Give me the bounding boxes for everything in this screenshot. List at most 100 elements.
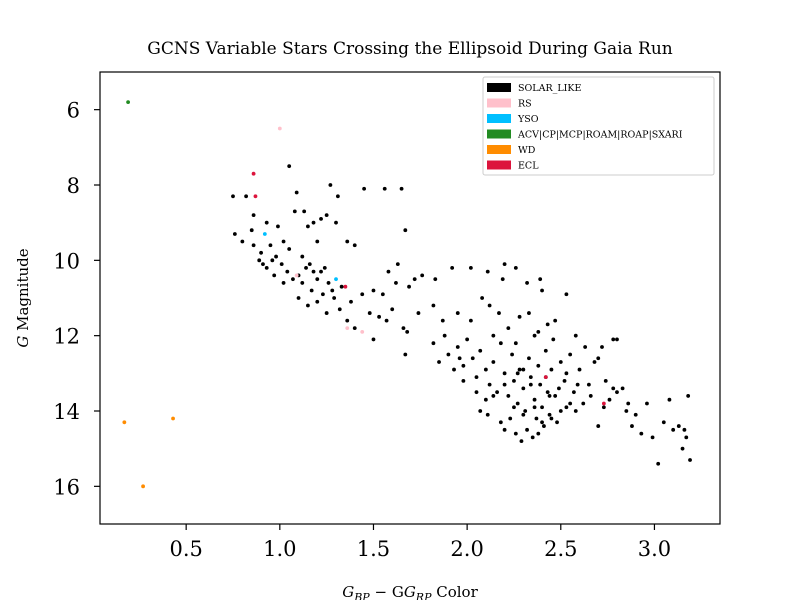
point-solar-like: [330, 288, 335, 293]
point-solar-like: [515, 371, 520, 376]
point-solar-like: [686, 394, 691, 398]
y-tick-label: 8: [67, 174, 80, 198]
point-yso: [334, 277, 338, 282]
point-solar-like: [251, 213, 256, 218]
legend-label: RS: [518, 99, 532, 110]
point-solar-like: [568, 401, 573, 406]
point-solar-like: [538, 277, 543, 282]
point-solar-like: [491, 394, 496, 398]
point-solar-like: [527, 311, 531, 315]
point-solar-like: [292, 209, 297, 214]
point-solar-like: [549, 416, 554, 421]
point-solar-like: [468, 265, 473, 270]
point-solar-like: [440, 318, 445, 323]
point-solar-like: [684, 435, 689, 440]
point-solar-like: [521, 412, 526, 417]
point-ecl: [601, 401, 606, 406]
point-solar-like: [538, 382, 543, 387]
point-solar-like: [326, 281, 331, 285]
point-solar-like: [377, 314, 381, 319]
point-solar-like: [545, 390, 550, 395]
point-solar-like: [249, 228, 254, 233]
point-solar-like: [403, 352, 408, 357]
point-solar-like: [517, 367, 522, 372]
point-solar-like: [564, 292, 569, 297]
point-solar-like: [452, 367, 456, 372]
point-solar-like: [474, 375, 479, 379]
point-solar-like: [547, 394, 552, 398]
point-solar-like: [557, 386, 561, 391]
point-rs: [277, 126, 282, 131]
point-solar-like: [416, 311, 421, 315]
y-axis-label: G Magnitude: [14, 248, 32, 347]
point-solar-like: [268, 243, 273, 248]
point-solar-like: [525, 281, 529, 285]
point-solar-like: [287, 164, 292, 169]
point-solar-like: [335, 194, 340, 199]
series-ecl: [251, 171, 606, 406]
point-solar-like: [311, 220, 316, 225]
point-solar-like: [536, 330, 541, 334]
point-solar-like: [596, 424, 601, 428]
point-ecl: [251, 171, 256, 176]
point-solar-like: [394, 281, 398, 285]
legend-label: ACV|CP|MCP|ROAM|ROAP|SXARI: [517, 130, 683, 141]
point-solar-like: [264, 220, 269, 225]
point-solar-like: [386, 269, 391, 274]
legend-frame: [482, 76, 715, 176]
point-solar-like: [294, 190, 299, 195]
point-solar-like: [558, 409, 563, 413]
point-solar-like: [562, 378, 567, 383]
point-solar-like: [564, 371, 569, 376]
point-solar-like: [506, 326, 511, 331]
y-tick-label: 16: [53, 475, 80, 499]
point-solar-like: [532, 333, 537, 338]
point-solar-like: [611, 337, 616, 342]
chart-title: GCNS Variable Stars Crossing the Ellipso…: [147, 39, 673, 59]
point-solar-like: [532, 405, 537, 410]
data-points: [122, 100, 692, 489]
point-solar-like: [300, 281, 305, 285]
series-acv-cp-mcp-roam-roap-sxari: [126, 100, 130, 105]
point-solar-like: [352, 326, 357, 331]
point-solar-like: [401, 326, 406, 331]
point-solar-like: [231, 194, 235, 199]
y-tick-label: 10: [53, 249, 80, 273]
point-solar-like: [633, 412, 638, 417]
point-solar-like: [510, 352, 514, 357]
point-ecl: [343, 284, 348, 289]
point-solar-like: [478, 409, 483, 413]
point-solar-like: [588, 394, 593, 398]
point-solar-like: [513, 431, 518, 436]
legend-swatch: [487, 160, 511, 170]
point-solar-like: [545, 322, 550, 327]
point-solar-like: [536, 363, 541, 368]
point-solar-like: [450, 265, 455, 270]
y-tick-label: 12: [53, 325, 80, 349]
point-solar-like: [244, 194, 249, 199]
x-tick-label: 2.0: [450, 537, 483, 561]
legend-swatch: [487, 114, 511, 123]
legend-swatch: [487, 83, 511, 92]
point-solar-like: [232, 232, 237, 236]
point-solar-like: [272, 273, 277, 278]
point-solar-like: [603, 378, 608, 383]
tick-layer: 0.5 1.0 1.5 2.0 2.5 3.0 6 8 10 12 14 16: [53, 99, 671, 561]
point-solar-like: [437, 360, 441, 364]
legend-label: ECL: [518, 161, 539, 172]
point-solar-like: [680, 446, 685, 451]
point-solar-like: [525, 427, 529, 432]
point-solar-like: [257, 258, 262, 263]
x-tick-label: 1.5: [357, 537, 390, 561]
point-solar-like: [264, 265, 269, 270]
point-solar-like: [551, 337, 556, 342]
x-tick-label: 1.0: [263, 537, 296, 561]
point-rs: [360, 330, 365, 334]
point-solar-like: [521, 386, 526, 391]
point-solar-like: [371, 337, 376, 342]
point-solar-like: [508, 416, 513, 421]
point-solar-like: [315, 277, 320, 282]
point-solar-like: [446, 352, 451, 357]
point-solar-like: [487, 303, 492, 308]
point-solar-like: [671, 427, 676, 432]
